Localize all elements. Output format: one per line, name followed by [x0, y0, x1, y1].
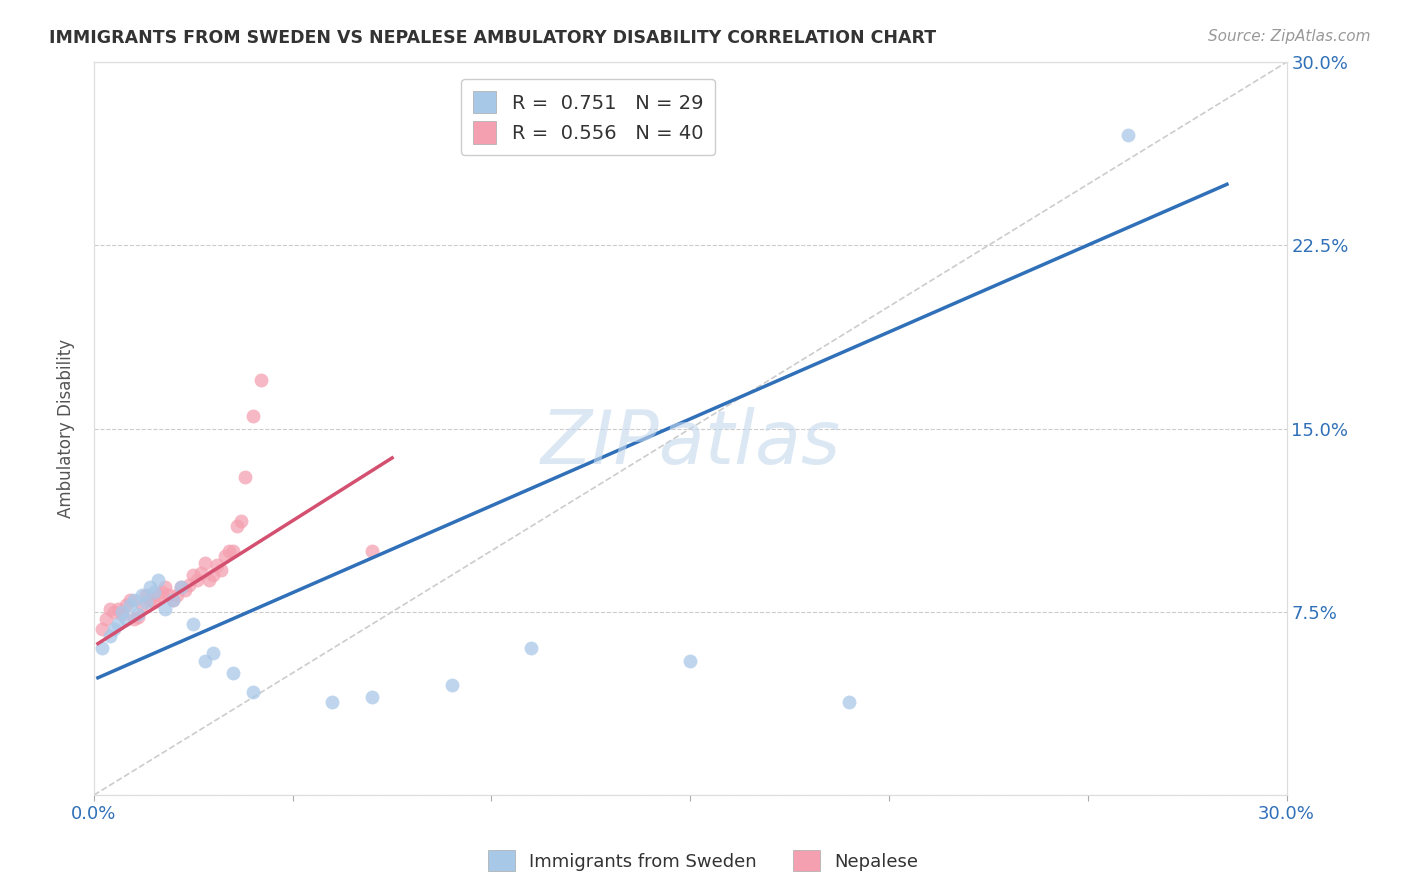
Point [194, 556, 217, 570]
Point [679, 654, 702, 668]
Text: IMMIGRANTS FROM SWEDEN VS NEPALESE AMBULATORY DISABILITY CORRELATION CHART: IMMIGRANTS FROM SWEDEN VS NEPALESE AMBUL… [49, 29, 936, 46]
Point [107, 617, 129, 632]
Point [202, 568, 225, 582]
Point [162, 592, 184, 607]
Legend: R =  0.751   N = 29, R =  0.556   N = 40: R = 0.751 N = 29, R = 0.556 N = 40 [461, 79, 716, 155]
Point [94, 612, 117, 626]
Point [361, 690, 384, 705]
Point [90, 641, 112, 656]
Point [190, 566, 212, 580]
Point [170, 581, 193, 595]
Point [142, 595, 165, 609]
Point [111, 605, 134, 619]
Point [321, 695, 343, 709]
Point [127, 609, 149, 624]
Point [146, 588, 169, 602]
Point [250, 373, 273, 387]
Point [166, 588, 188, 602]
Point [186, 573, 208, 587]
Point [138, 581, 160, 595]
Point [103, 622, 125, 636]
Point [155, 581, 177, 595]
Point [118, 598, 141, 612]
Point [181, 617, 204, 632]
Point [170, 581, 193, 595]
Point [131, 598, 153, 612]
Point [114, 612, 136, 626]
Point [242, 685, 264, 699]
Text: ZIPatlas: ZIPatlas [540, 408, 841, 479]
Point [229, 515, 252, 529]
Legend: Immigrants from Sweden, Nepalese: Immigrants from Sweden, Nepalese [481, 843, 925, 879]
Point [233, 470, 256, 484]
Point [90, 622, 112, 636]
Point [135, 595, 157, 609]
Point [520, 641, 543, 656]
Point [202, 646, 225, 660]
Point [214, 549, 236, 563]
Point [226, 519, 249, 533]
Point [174, 582, 197, 597]
Point [159, 588, 181, 602]
Point [205, 558, 228, 573]
Point [107, 602, 129, 616]
Point [222, 665, 245, 680]
Point [155, 602, 177, 616]
Point [146, 573, 169, 587]
Point [361, 543, 384, 558]
Point [127, 607, 149, 622]
Point [118, 592, 141, 607]
Point [122, 592, 145, 607]
Point [122, 612, 145, 626]
Point [150, 585, 173, 599]
Point [440, 678, 463, 692]
Point [198, 573, 221, 587]
Point [179, 578, 201, 592]
Point [142, 585, 165, 599]
Point [162, 592, 184, 607]
Point [103, 605, 125, 619]
Point [131, 588, 153, 602]
Point [1116, 128, 1139, 143]
Point [218, 543, 240, 558]
Point [209, 563, 232, 577]
Point [114, 598, 136, 612]
Point [98, 602, 121, 616]
Point [135, 588, 157, 602]
Point [242, 409, 264, 424]
Point [194, 654, 217, 668]
Point [111, 607, 134, 622]
Point [838, 695, 860, 709]
Text: Source: ZipAtlas.com: Source: ZipAtlas.com [1208, 29, 1371, 44]
Point [98, 629, 121, 643]
Y-axis label: Ambulatory Disability: Ambulatory Disability [58, 339, 75, 518]
Point [138, 592, 160, 607]
Point [222, 543, 245, 558]
Point [181, 568, 204, 582]
